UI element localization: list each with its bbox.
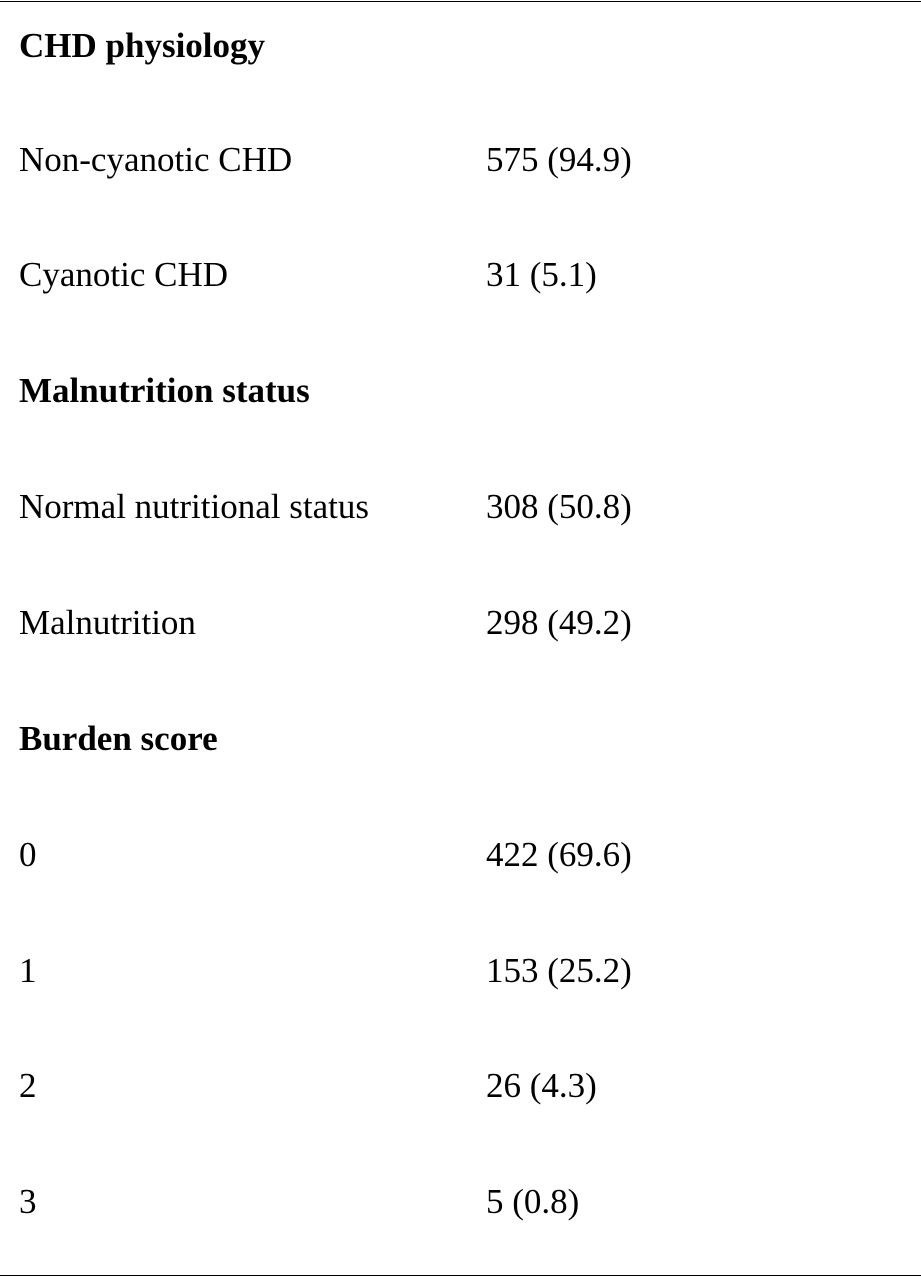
table-row: 1 153 (25.2) (0, 941, 921, 1001)
table-row: Normal nutritional status 308 (50.8) (0, 477, 921, 537)
row-label: 0 (19, 835, 37, 874)
section-heading-chd-physiology: CHD physiology (0, 16, 921, 76)
row-value: 5 (0.8) (486, 1182, 580, 1221)
table-row: 3 5 (0.8) (0, 1172, 921, 1232)
row-label: 3 (19, 1182, 37, 1221)
row-label: Cyanotic CHD (19, 255, 229, 294)
row-value: 298 (49.2) (486, 603, 632, 642)
row-value: 422 (69.6) (486, 835, 632, 874)
table-row: 0 422 (69.6) (0, 825, 921, 885)
section-heading-label: Burden score (19, 719, 218, 758)
row-label: 1 (19, 951, 37, 990)
row-value: 31 (5.1) (486, 255, 597, 294)
section-heading-malnutrition-status: Malnutrition status (0, 361, 921, 421)
section-heading-label: CHD physiology (19, 26, 266, 65)
section-heading-label: Malnutrition status (19, 371, 310, 410)
row-value: 575 (94.9) (486, 140, 632, 179)
row-value: 308 (50.8) (486, 487, 632, 526)
table-bottom-rule (0, 1275, 921, 1276)
row-value: 26 (4.3) (486, 1066, 597, 1105)
row-label: Non-cyanotic CHD (19, 140, 293, 179)
table-row: 2 26 (4.3) (0, 1056, 921, 1116)
table-top-rule (0, 1, 921, 2)
row-value: 153 (25.2) (486, 951, 632, 990)
section-heading-burden-score: Burden score (0, 709, 921, 769)
table-row: Malnutrition 298 (49.2) (0, 593, 921, 653)
row-label: Normal nutritional status (19, 487, 369, 526)
table-row: Cyanotic CHD 31 (5.1) (0, 245, 921, 305)
row-label: 2 (19, 1066, 37, 1105)
table-row: Non-cyanotic CHD 575 (94.9) (0, 130, 921, 190)
row-label: Malnutrition (19, 603, 196, 642)
